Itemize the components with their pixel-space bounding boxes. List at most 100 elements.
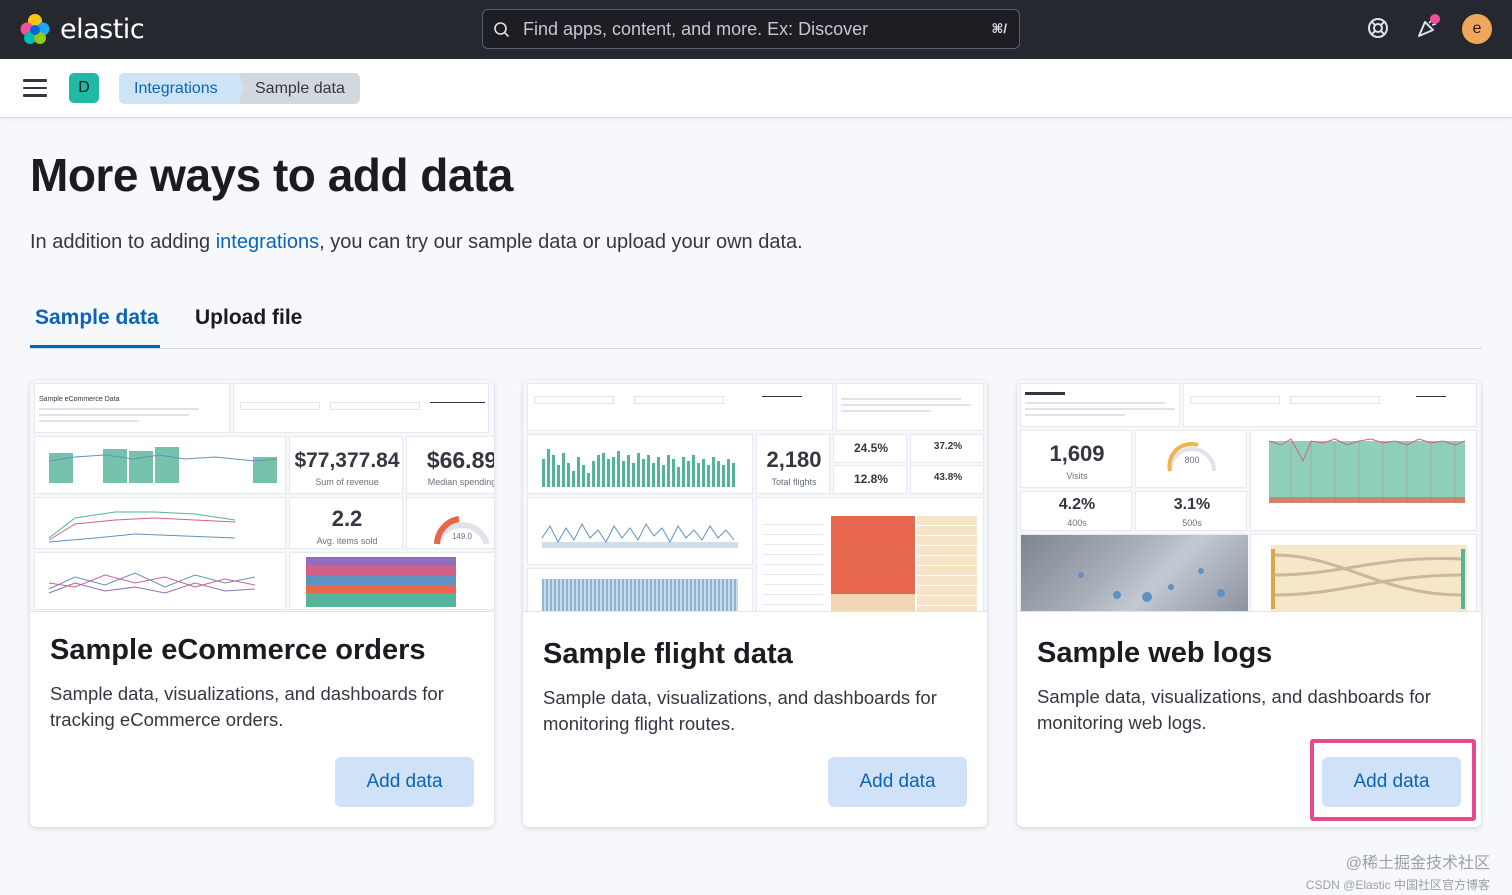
flight-histogram-preview bbox=[542, 449, 735, 487]
ecommerce-line-preview bbox=[48, 511, 236, 543]
preview-visits-label: Visits bbox=[1066, 471, 1088, 481]
preview-pct-2: 37.2% bbox=[933, 441, 963, 452]
breadcrumb-integrations[interactable]: Integrations bbox=[119, 73, 240, 104]
top-header: elastic Find apps, content, and more. Ex… bbox=[0, 0, 1512, 59]
preview-panel: 1,609 Visits bbox=[1020, 430, 1132, 488]
add-ecommerce-data-button[interactable]: Add data bbox=[335, 757, 474, 807]
flight-delays-preview bbox=[541, 522, 738, 548]
preview-panel bbox=[527, 497, 753, 565]
hamburger-icon-line bbox=[23, 94, 47, 97]
preview-panel: 2,180 Total flights bbox=[756, 434, 830, 494]
card-description: Sample data, visualizations, and dashboa… bbox=[543, 687, 937, 734]
elastic-logo[interactable]: elastic bbox=[18, 12, 145, 46]
preview-panel bbox=[1020, 383, 1180, 427]
ecommerce-stacked-area-preview bbox=[306, 557, 456, 607]
sample-web-logs-card: 1,609 Visits 800 4.2% 400s 3.1% 500s bbox=[1017, 380, 1481, 827]
preview-panel: 149.0 bbox=[406, 497, 494, 549]
preview-panel bbox=[756, 497, 984, 611]
preview-panel: 12.8% bbox=[833, 465, 907, 494]
news-feed-icon[interactable] bbox=[1413, 14, 1441, 42]
preview-panel bbox=[34, 497, 286, 549]
add-flight-data-button[interactable]: Add data bbox=[828, 757, 967, 807]
preview-cancelled-pct: 12.8% bbox=[853, 472, 889, 486]
preview-panel bbox=[1183, 383, 1477, 427]
notification-dot bbox=[1430, 14, 1440, 24]
highlight-annotation bbox=[1310, 739, 1476, 821]
preview-panel bbox=[836, 383, 984, 431]
preview-panel bbox=[1250, 430, 1477, 531]
flight-dashboard-preview: 2,180 Total flights 24.5% 37.2% 12.8% 43… bbox=[523, 380, 987, 612]
menu-toggle-button[interactable] bbox=[23, 79, 47, 99]
watermark: @稀土掘金技术社区 bbox=[1345, 855, 1490, 872]
preview-total-flights-label: Total flights bbox=[771, 477, 817, 487]
ecommerce-multiline-preview bbox=[48, 572, 256, 594]
space-avatar[interactable]: D bbox=[69, 73, 99, 103]
page-title: More ways to add data bbox=[30, 149, 513, 201]
preview-median-value: $66.89 bbox=[426, 447, 494, 473]
card-description: Sample data, visualizations, and dashboa… bbox=[1037, 686, 1431, 733]
tab-upload-file[interactable]: Upload file bbox=[195, 306, 303, 329]
preview-avg-items-value: 2.2 bbox=[331, 506, 363, 531]
elastic-logo-icon bbox=[18, 12, 52, 46]
card-title: Sample eCommerce orders bbox=[50, 634, 426, 666]
preview-panel bbox=[34, 552, 286, 610]
preview-panel: 4.2% 400s bbox=[1020, 491, 1132, 531]
page-intro: In addition to adding integrations, you … bbox=[30, 231, 803, 254]
preview-panel bbox=[1250, 534, 1477, 611]
web-logs-area-preview bbox=[1268, 438, 1466, 503]
preview-panel: 2.2 Avg. items sold bbox=[289, 497, 403, 549]
preview-panel bbox=[527, 434, 753, 494]
preview-delayed-pct: 24.5% bbox=[853, 441, 889, 455]
add-web-logs-data-button[interactable]: Add data bbox=[1322, 757, 1461, 807]
preview-gauge-value: 149.0 bbox=[451, 532, 473, 541]
preview-panel: 43.8% bbox=[910, 465, 984, 494]
data-source-tabs: Sample data Upload file bbox=[30, 300, 1482, 349]
preview-panel bbox=[34, 436, 286, 494]
preview-panel: 3.1% 500s bbox=[1135, 491, 1247, 531]
ecommerce-dashboard-preview: Sample eCommerce Data $77,377.84 Sum of … bbox=[30, 380, 494, 612]
card-description: Sample data, visualizations, and dashboa… bbox=[50, 683, 444, 730]
card-title: Sample flight data bbox=[543, 638, 793, 670]
sample-ecommerce-card: Sample eCommerce Data $77,377.84 Sum of … bbox=[30, 380, 494, 827]
tab-sample-data[interactable]: Sample data bbox=[35, 306, 159, 329]
hamburger-icon-line bbox=[23, 79, 47, 82]
web-logs-gauge-preview bbox=[1167, 442, 1216, 472]
integrations-link[interactable]: integrations bbox=[215, 231, 320, 253]
preview-500s-value: 3.1% bbox=[1173, 496, 1211, 513]
preview-panel: $77,377.84 Sum of revenue bbox=[289, 436, 403, 494]
preview-avg-items-label: Avg. items sold bbox=[316, 536, 378, 546]
preview-panel bbox=[289, 552, 494, 610]
web-logs-dashboard-preview: 1,609 Visits 800 4.2% 400s 3.1% 500s bbox=[1017, 380, 1481, 612]
intro-text-before: In addition to adding bbox=[30, 231, 216, 253]
ecommerce-bar-preview bbox=[48, 447, 278, 483]
preview-panel bbox=[527, 383, 833, 431]
preview-pct-4: 43.8% bbox=[933, 472, 963, 483]
search-placeholder: Find apps, content, and more. Ex: Discov… bbox=[523, 19, 869, 39]
active-tab-indicator bbox=[30, 345, 160, 348]
preview-panel bbox=[233, 383, 489, 433]
preview-400s-label: 400s bbox=[1067, 518, 1087, 528]
preview-panel: 37.2% bbox=[910, 434, 984, 463]
preview-gauge-value: 800 bbox=[1184, 455, 1200, 465]
search-shortcut: ⌘/ bbox=[991, 21, 1007, 36]
global-search-input[interactable]: Find apps, content, and more. Ex: Discov… bbox=[482, 9, 1020, 49]
user-avatar[interactable]: e bbox=[1462, 14, 1492, 44]
intro-text-after: , you can try our sample data or upload … bbox=[319, 231, 803, 253]
watermark-caption: CSDN @Elastic 中国社区官方博客 bbox=[1305, 878, 1490, 892]
preview-visits-value: 1,609 bbox=[1049, 441, 1105, 466]
flight-table-heat-preview bbox=[831, 516, 915, 594]
search-icon bbox=[494, 22, 510, 38]
flight-delay-type-preview bbox=[542, 579, 738, 611]
sample-flight-card: 2,180 Total flights 24.5% 37.2% 12.8% 43… bbox=[523, 380, 987, 827]
preview-panel: 24.5% bbox=[833, 434, 907, 463]
help-icon[interactable] bbox=[1364, 14, 1392, 42]
preview-total-flights-value: 2,180 bbox=[766, 447, 822, 472]
preview-panel: Sample eCommerce Data bbox=[34, 383, 230, 433]
web-logs-map-preview bbox=[1021, 535, 1248, 611]
preview-median-label: Median spending bbox=[427, 477, 494, 487]
card-title: Sample web logs bbox=[1037, 637, 1273, 669]
ecommerce-gauge-preview bbox=[434, 516, 490, 545]
preview-500s-label: 500s bbox=[1182, 518, 1202, 528]
brand-name: elastic bbox=[60, 13, 145, 45]
preview-revenue-value: $77,377.84 bbox=[294, 449, 400, 472]
